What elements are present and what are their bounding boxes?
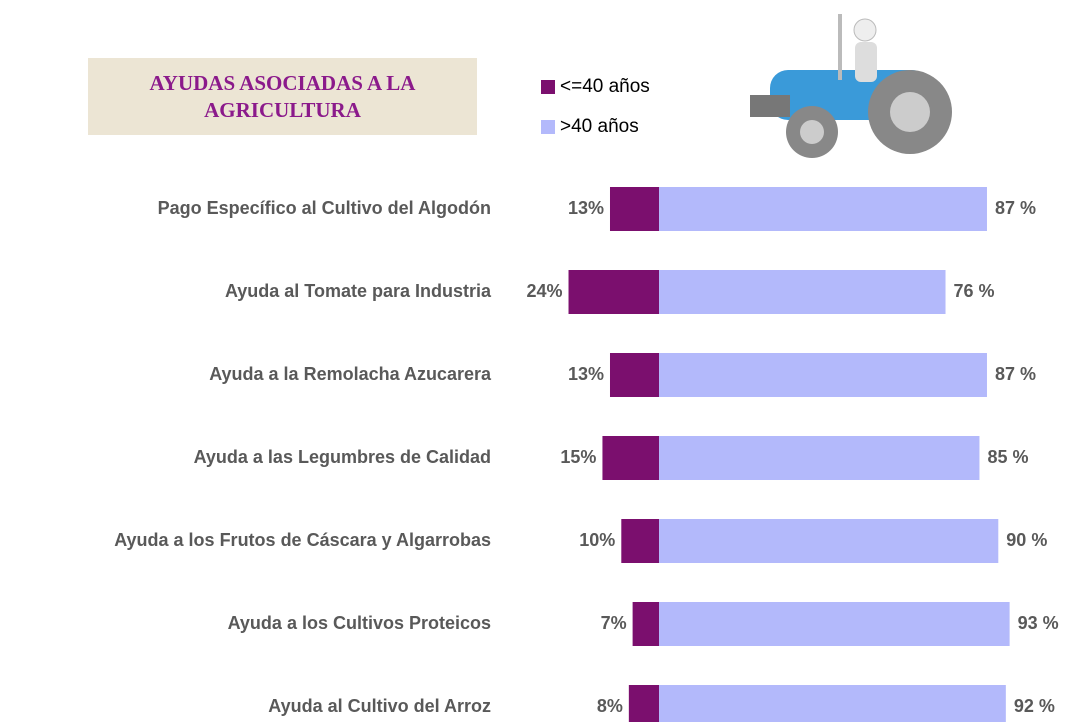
- bar: [659, 519, 999, 563]
- legend-label: <=40 años: [560, 76, 650, 97]
- legend-swatch: [541, 80, 555, 94]
- bar: [632, 602, 659, 646]
- bar: [659, 270, 946, 314]
- bar: [568, 270, 659, 314]
- bar: [609, 187, 659, 231]
- bar: [659, 602, 1010, 646]
- category-label: Ayuda a los Cultivos Proteicos: [228, 613, 491, 633]
- legend-swatch: [541, 120, 555, 134]
- value-label: 13%: [568, 364, 604, 384]
- bar: [609, 353, 659, 397]
- category-label: Ayuda a la Remolacha Azucarera: [209, 364, 492, 384]
- category-label: Ayuda a los Frutos de Cáscara y Algarrob…: [114, 530, 491, 550]
- value-label: 90 %: [1006, 530, 1047, 550]
- category-label: Ayuda a las Legumbres de Calidad: [194, 447, 491, 467]
- value-label: 13%: [568, 198, 604, 218]
- value-label: 92 %: [1014, 696, 1055, 716]
- bar: [602, 436, 659, 480]
- bar: [659, 685, 1006, 722]
- value-label: 87 %: [995, 198, 1036, 218]
- value-label: 85 %: [987, 447, 1028, 467]
- bar: [659, 187, 987, 231]
- category-label: Pago Específico al Cultivo del Algodón: [158, 198, 491, 218]
- value-label: 76 %: [954, 281, 995, 301]
- bar: [621, 519, 659, 563]
- value-label: 93 %: [1018, 613, 1059, 633]
- bar: [659, 353, 987, 397]
- bar: [628, 685, 659, 722]
- bar: [659, 436, 980, 480]
- chart-title: AYUDAS ASOCIADAS A LA AGRICULTURA: [88, 58, 477, 135]
- category-label: Ayuda al Cultivo del Arroz: [268, 696, 491, 716]
- tractor-illustration: [750, 14, 952, 158]
- category-label: Ayuda al Tomate para Industria: [225, 281, 492, 301]
- value-label: 8%: [597, 696, 623, 716]
- value-label: 15%: [560, 447, 596, 467]
- value-label: 87 %: [995, 364, 1036, 384]
- value-label: 24%: [526, 281, 562, 301]
- value-label: 10%: [579, 530, 615, 550]
- value-label: 7%: [601, 613, 627, 633]
- legend-label: >40 años: [560, 116, 639, 137]
